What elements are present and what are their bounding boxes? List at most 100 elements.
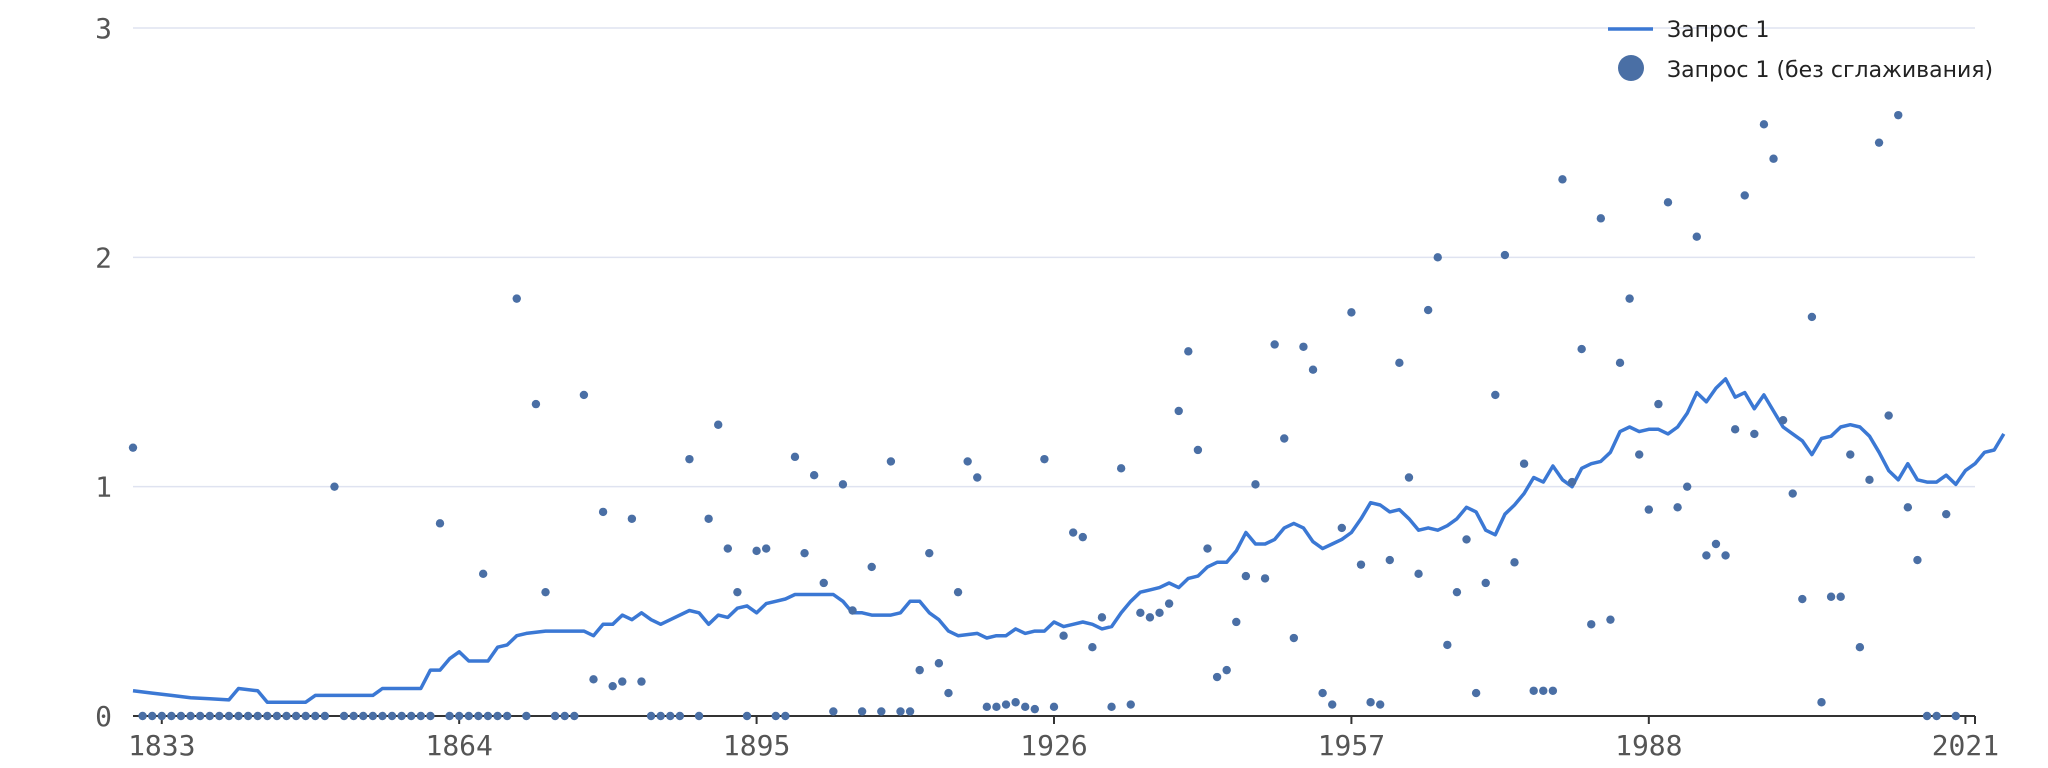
scatter-point [1682,482,1692,491]
scatter-point [1577,344,1586,354]
scatter-point [1874,138,1884,147]
scatter-point [1260,574,1270,583]
scatter-point [512,294,521,303]
scatter-point [1404,473,1414,482]
scatter-point [387,711,397,721]
scatter-point [1702,551,1711,560]
scatter-point [550,711,560,721]
scatter-point [531,399,541,409]
scatter-point [742,711,752,721]
legend-item-smoothed[interactable]: Запрос 1 [1608,18,1769,43]
scatter-point [1356,560,1366,569]
scatter-point [1855,643,1865,652]
scatter-point [1510,558,1519,567]
scatter-point [637,677,646,686]
scatter-point [1021,702,1030,712]
y-tick-label: 0 [95,700,112,733]
scatter-point [1078,532,1087,542]
scatter-point [483,711,493,721]
scatter-point [800,548,809,558]
scatter-point [1193,445,1203,455]
scatter-point [953,587,963,597]
y-tick-label: 2 [95,241,112,274]
scatter-point [263,711,272,721]
scatter-point [368,711,378,721]
scatter-point [1894,110,1903,120]
scatter-point [1654,399,1663,409]
scatter-point [973,473,982,482]
scatter-point [1625,294,1634,303]
scatter-point [992,702,1001,712]
scatter-point [1328,700,1337,709]
scatter-point [1155,608,1164,617]
scatter-point [1903,503,1913,512]
scatter-point [445,711,454,721]
scatter-point [1107,702,1116,712]
scatter-point [1644,505,1654,514]
legend[interactable]: Запрос 1 Запрос 1 (без сглаживания) [1608,18,1993,83]
scatter-point [1951,711,1961,721]
scatter-point [195,711,205,721]
scatter-point [234,711,243,721]
scatter-point [752,546,761,556]
legend-label-raw: Запрос 1 (без сглаживания) [1667,58,1993,83]
scatter-point [1049,702,1059,712]
scatter-point [886,457,896,466]
scatter-point [349,711,358,721]
scatter-point [1759,120,1769,129]
series-dots-group [128,110,1961,721]
scatter-point [1606,615,1615,624]
scatter-point [1433,253,1442,262]
scatter-point [1740,191,1749,200]
scatter-point [224,711,234,721]
scatter-point [205,711,214,721]
scatter-point [714,420,723,429]
scatter-point [896,707,905,716]
scatter-point [167,711,176,721]
scatter-point [1826,592,1836,601]
scatter-point [1088,643,1097,652]
scatter-point [656,711,665,721]
scatter-point [944,688,953,698]
scatter-point [147,711,157,721]
x-tick-label: 1895 [723,729,790,762]
scatter-point [877,707,886,716]
scatter-point [675,711,685,721]
scatter-point [1443,640,1452,650]
scatter-point [1097,613,1107,622]
scatter-point [1280,434,1289,443]
scatter-point [311,711,320,721]
scatter-point [1711,539,1721,549]
scatter-point [1289,633,1299,643]
scatter-point [1721,551,1730,560]
y-axis-tick-labels: 0 1 2 3 [95,12,112,733]
scatter-point [378,711,387,721]
scatter-point [1750,429,1759,439]
scatter-point [1471,688,1481,698]
scatter-point [1136,608,1145,617]
scatter-point [646,711,656,721]
scatter-point [761,544,771,553]
scatter-point [1375,700,1385,709]
scatter-point [416,711,426,721]
scatter-point [1778,415,1788,425]
scatter-point [1030,704,1040,714]
scatter-point [1308,365,1318,374]
scatter-point [819,578,828,588]
scatter-point [1241,571,1251,581]
scatter-point [186,711,195,721]
x-tick-label: 1957 [1318,729,1385,762]
scatter-point [301,711,310,721]
scatter-point [790,452,800,462]
scatter-point [1366,698,1375,707]
scatter-point [1913,555,1922,565]
scatter-point [407,711,416,721]
scatter-point [771,711,780,721]
scatter-point [1558,175,1567,184]
scatter-point [359,711,368,721]
scatter-point [1126,700,1135,709]
scatter-point [1548,686,1558,695]
legend-item-raw[interactable]: Запрос 1 (без сглаживания) [1618,55,1993,83]
scatter-point [1500,250,1510,260]
scatter-point [809,471,819,480]
